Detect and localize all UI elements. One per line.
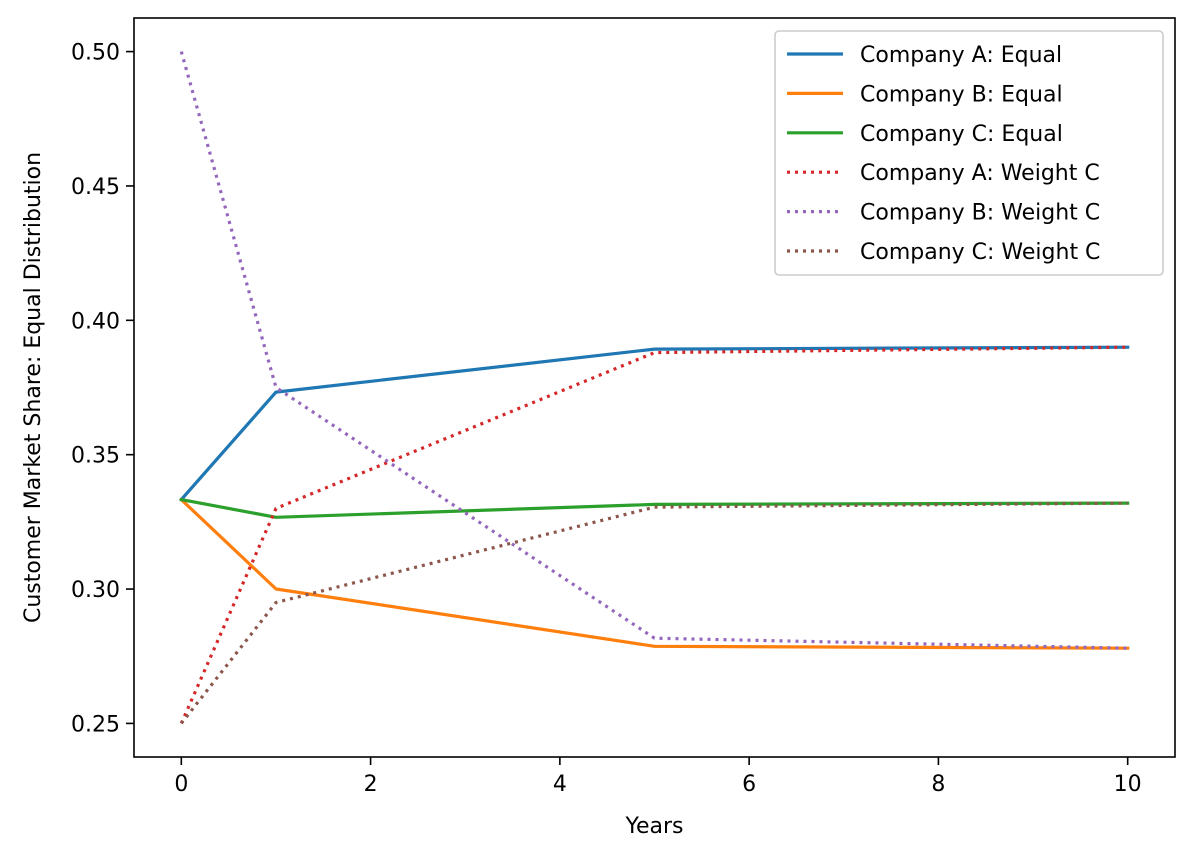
x-axis-label: Years <box>624 814 683 839</box>
series-line-3 <box>179 497 1130 519</box>
series-line-2 <box>179 497 1130 650</box>
y-tick-label: 0.30 <box>71 578 120 603</box>
plot-frame <box>133 17 1176 758</box>
x-tick-label: 2 <box>364 772 378 797</box>
x-tick-label: 0 <box>174 772 188 797</box>
x-axis-ticks: 0 2 4 6 8 10 <box>174 757 1142 797</box>
y-tick-label: 0.45 <box>71 175 120 200</box>
y-tick-label: 0.25 <box>71 712 120 737</box>
legend-label: Company A: Equal <box>860 43 1062 68</box>
legend-box <box>774 30 1164 276</box>
legend: Company A: Equal Company B: Equal Company … <box>774 30 1164 276</box>
series-line-1 <box>179 345 1130 502</box>
series-line-4 <box>179 345 1128 725</box>
legend-label: Company C: Weight C <box>860 240 1100 265</box>
legend-label: Company A: Weight C <box>860 161 1100 186</box>
legend-label: Company B: Weight C <box>860 201 1100 226</box>
y-axis-ticks: 0.25 0.30 0.35 0.40 0.45 0.50 <box>71 41 134 737</box>
legend-label: Company C: Equal <box>860 122 1063 147</box>
x-tick-label: 8 <box>931 772 945 797</box>
legend-label: Company B: Equal <box>860 82 1063 107</box>
x-tick-label: 4 <box>553 772 567 797</box>
y-axis-label: Customer Market Share: Equal Distributio… <box>21 152 46 623</box>
series-layer <box>179 51 1130 725</box>
series-line-6 <box>180 501 1128 725</box>
y-tick-label: 0.35 <box>71 444 120 469</box>
y-tick-label: 0.40 <box>71 309 120 334</box>
x-tick-label: 6 <box>742 772 756 797</box>
x-tick-label: 10 <box>1114 772 1142 797</box>
y-tick-label: 0.50 <box>71 41 120 66</box>
